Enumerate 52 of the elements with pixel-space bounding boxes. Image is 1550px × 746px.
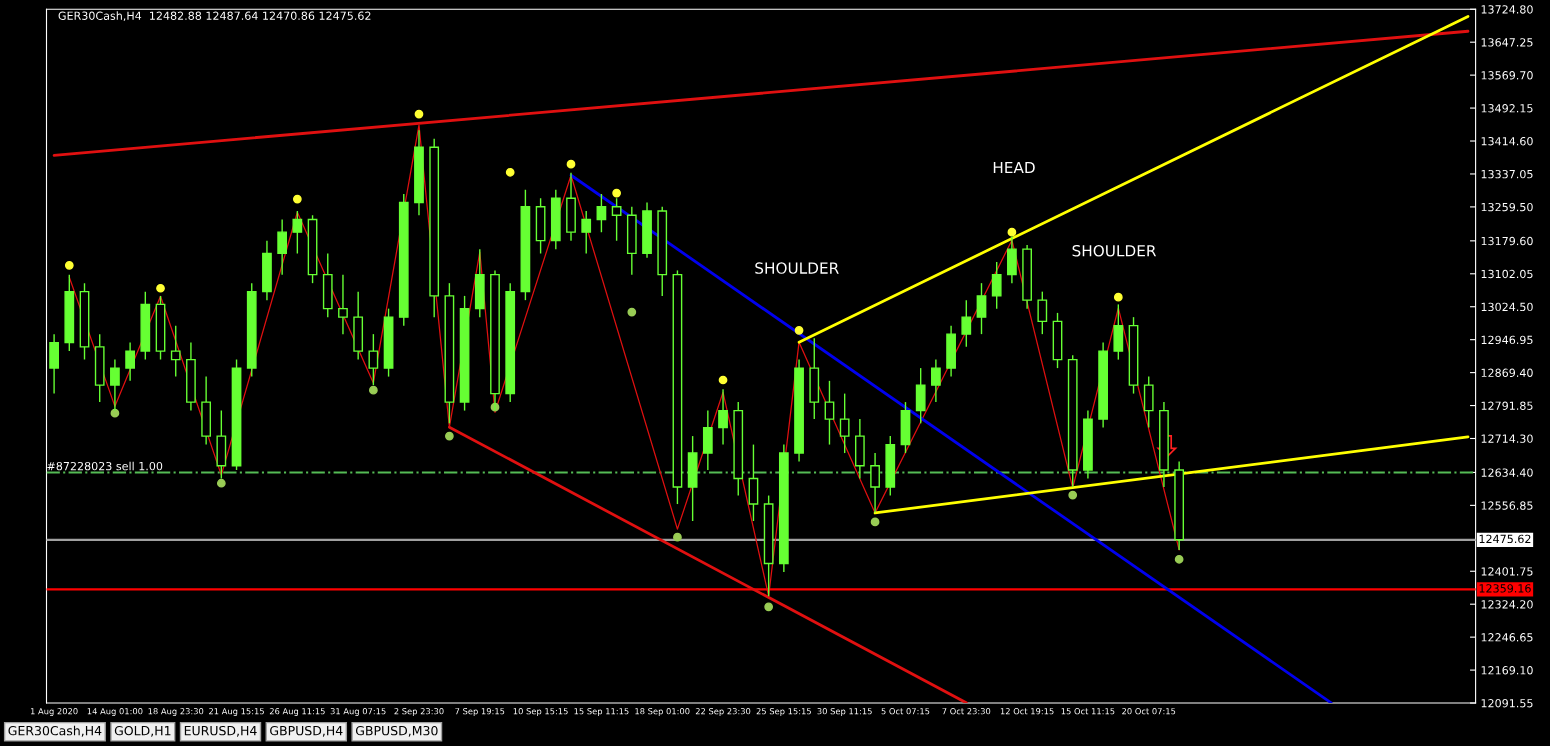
x-tick-label: 21 Aug 15:15 (209, 708, 264, 716)
y-tick-label: 12401.75 (1481, 567, 1533, 576)
y-tick-label: 13647.25 (1481, 38, 1533, 47)
x-tick-label: 5 Oct 07:15 (881, 708, 930, 715)
y-tick-label: 12634.40 (1481, 468, 1533, 477)
text: GBPUSD,M30 (355, 725, 438, 737)
y-tick-label: 13259.50 (1481, 202, 1533, 212)
text: GBPUSD,H4 (270, 725, 343, 737)
ref-line-label: 12475.62 (1479, 534, 1531, 544)
y-tick-label: 13102.05 (1481, 269, 1533, 279)
text: GER30Cash,H4 (8, 725, 102, 737)
x-tick-label: 26 Aug 11:15 (269, 708, 325, 716)
x-tick-label: 20 Oct 07:15 (1122, 708, 1176, 715)
x-tick-label: 12 Oct 19:15 (1000, 708, 1054, 715)
chart-title: GER30Cash,H4 12482.88 12487.64 12470.86 12475.62 (58, 11, 371, 22)
y-tick-label: 12246.65 (1481, 633, 1533, 642)
y-tick-label: 13179.60 (1481, 236, 1533, 246)
y-tick-label: 12791.85 (1481, 401, 1533, 410)
x-tick-label: 15 Oct 11:15 (1061, 708, 1115, 715)
x-tick-label: 25 Sep 15:15 (756, 708, 811, 716)
annotation: SHOULDER (1072, 244, 1157, 257)
x-tick-label: 18 Aug 23:30 (148, 708, 204, 716)
y-tick-label: 13492.15 (1481, 104, 1533, 113)
annotation: SHOULDER (755, 262, 839, 274)
annotation: HEAD (993, 161, 1035, 174)
y-tick-label: 12324.20 (1481, 600, 1533, 609)
x-tick-label: 7 Sep 19:15 (455, 708, 505, 716)
y-tick-label: 12091.55 (1481, 699, 1533, 708)
y-tick-label: 13024.50 (1481, 302, 1533, 312)
y-tick-label: 12714.30 (1481, 434, 1533, 443)
y-tick-label: 12869.40 (1481, 368, 1533, 377)
y-tick-label: 13337.05 (1481, 169, 1533, 179)
x-tick-label: 15 Sep 11:15 (574, 708, 629, 716)
text: EURUSD,H4 (184, 725, 257, 737)
x-tick-label: 1 Aug 2020 (30, 708, 78, 716)
x-tick-label: 7 Oct 23:30 (942, 708, 991, 715)
y-tick-label: 12169.10 (1481, 666, 1533, 675)
ref-line-label: #87228023 sell 1.00 (47, 461, 163, 471)
x-tick-label: 30 Sep 11:15 (817, 708, 872, 716)
y-tick-label: 13569.70 (1481, 71, 1533, 80)
y-tick-label: 12556.85 (1481, 501, 1533, 510)
x-tick-label: 10 Sep 15:15 (513, 708, 568, 716)
x-tick-label: 18 Sep 01:00 (635, 708, 690, 716)
text: GOLD,H1 (114, 725, 171, 737)
y-tick-label: 13724.80 (1481, 5, 1533, 14)
y-tick-label: 12946.95 (1481, 335, 1533, 345)
x-tick-label: 14 Aug 01:00 (87, 708, 143, 716)
ref-line-label: 12359.16 (1479, 584, 1531, 593)
x-tick-label: 31 Aug 07:15 (330, 708, 386, 716)
x-tick-label: 2 Sep 23:30 (394, 708, 444, 716)
x-tick-label: 22 Sep 23:30 (695, 708, 751, 716)
y-tick-label: 13414.60 (1481, 136, 1533, 146)
